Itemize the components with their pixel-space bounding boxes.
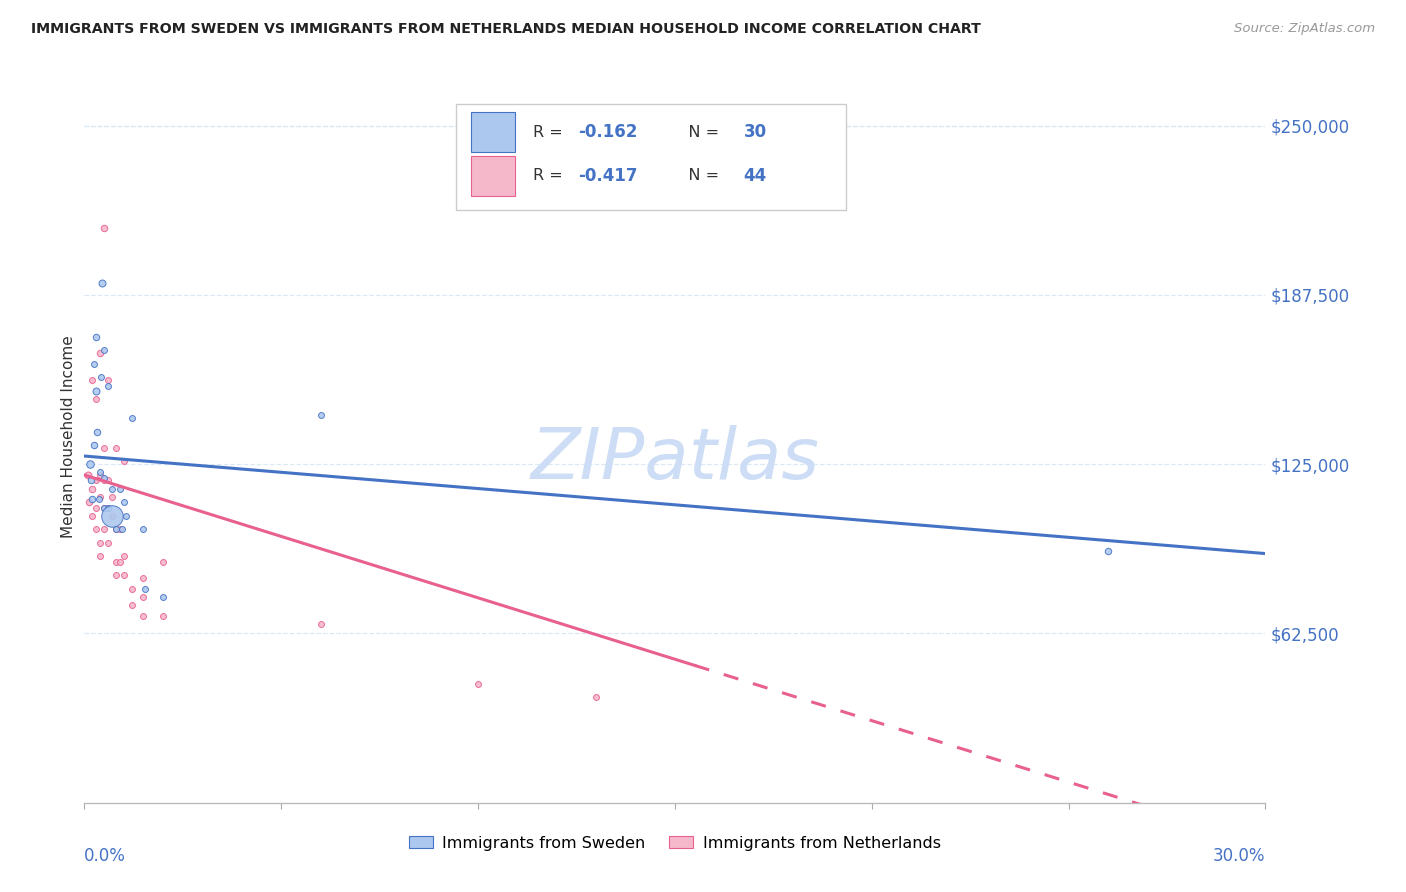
Text: Source: ZipAtlas.com: Source: ZipAtlas.com <box>1234 22 1375 36</box>
Text: R =: R = <box>533 169 568 184</box>
FancyBboxPatch shape <box>457 104 846 211</box>
Point <box>121 598 143 612</box>
Text: 30.0%: 30.0% <box>1213 847 1265 864</box>
Point <box>132 590 155 604</box>
Point <box>132 522 155 536</box>
Point <box>114 508 136 523</box>
Point <box>82 482 104 496</box>
Point <box>111 522 134 536</box>
Bar <box>471 112 516 153</box>
Point <box>93 441 115 455</box>
Point <box>112 549 135 564</box>
Point <box>97 378 120 392</box>
Point <box>89 490 111 504</box>
Point <box>467 676 489 690</box>
Point <box>84 392 107 406</box>
Point <box>93 471 115 485</box>
Y-axis label: Median Household Income: Median Household Income <box>60 335 76 539</box>
Point <box>108 482 131 496</box>
Point <box>89 492 111 507</box>
Point <box>84 500 107 515</box>
Point <box>84 522 107 536</box>
Point <box>83 438 105 452</box>
Point <box>121 411 143 425</box>
Text: IMMIGRANTS FROM SWEDEN VS IMMIGRANTS FROM NETHERLANDS MEDIAN HOUSEHOLD INCOME CO: IMMIGRANTS FROM SWEDEN VS IMMIGRANTS FRO… <box>31 22 981 37</box>
Legend: Immigrants from Sweden, Immigrants from Netherlands: Immigrants from Sweden, Immigrants from … <box>402 830 948 857</box>
Point <box>112 495 135 509</box>
Text: N =: N = <box>672 169 724 184</box>
Text: 44: 44 <box>744 167 766 185</box>
Point <box>93 522 115 536</box>
Point <box>152 590 174 604</box>
Point <box>86 425 108 439</box>
Point <box>309 617 332 632</box>
Point <box>82 508 104 523</box>
Bar <box>471 156 516 196</box>
Point <box>93 221 115 235</box>
Point <box>101 508 124 523</box>
Point <box>112 568 135 582</box>
Point <box>121 582 143 596</box>
Point <box>82 492 104 507</box>
Point <box>91 276 114 290</box>
Point <box>101 482 124 496</box>
Point <box>152 608 174 623</box>
Point <box>104 568 127 582</box>
Text: 30: 30 <box>744 123 766 141</box>
Point <box>79 457 101 471</box>
Point <box>84 330 107 344</box>
Point <box>97 373 120 387</box>
Point <box>93 343 115 358</box>
Point <box>97 500 120 515</box>
Point <box>97 500 120 515</box>
Point <box>84 474 107 488</box>
Text: R =: R = <box>533 125 568 139</box>
Point <box>83 357 105 371</box>
Point <box>82 373 104 387</box>
Point <box>104 522 127 536</box>
Text: N =: N = <box>672 125 724 139</box>
Point <box>134 582 156 596</box>
Point <box>132 571 155 585</box>
Point <box>89 549 111 564</box>
Point <box>101 490 124 504</box>
Point <box>89 346 111 360</box>
Point <box>97 535 120 549</box>
Point <box>132 608 155 623</box>
Point <box>104 522 127 536</box>
Point <box>108 555 131 569</box>
Point <box>104 555 127 569</box>
Point <box>90 370 112 384</box>
Text: 0.0%: 0.0% <box>84 847 127 864</box>
Point <box>77 495 100 509</box>
Point <box>89 465 111 479</box>
Point <box>89 535 111 549</box>
Point <box>108 522 131 536</box>
Point <box>152 555 174 569</box>
Point <box>309 409 332 423</box>
Point <box>93 500 115 515</box>
Point <box>1097 544 1119 558</box>
Point <box>585 690 607 705</box>
Text: ZIPatlas: ZIPatlas <box>530 425 820 493</box>
Point <box>97 474 120 488</box>
Point <box>89 468 111 483</box>
Text: -0.162: -0.162 <box>578 123 637 141</box>
Text: -0.417: -0.417 <box>578 167 637 185</box>
Point <box>84 384 107 398</box>
Point <box>104 441 127 455</box>
Point <box>77 468 100 483</box>
Point <box>112 454 135 468</box>
Point <box>101 508 124 523</box>
Point <box>80 474 103 488</box>
Point <box>93 474 115 488</box>
Point <box>93 500 115 515</box>
